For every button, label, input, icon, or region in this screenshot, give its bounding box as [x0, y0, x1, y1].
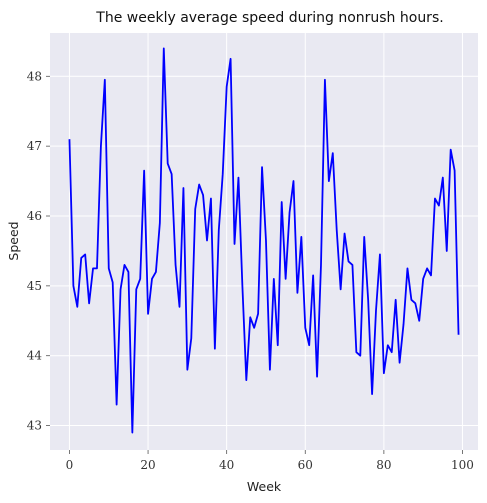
x-tick-label: 20 [140, 458, 155, 472]
y-tick-label: 46 [27, 209, 42, 223]
y-tick-label: 43 [27, 419, 42, 433]
y-tick-label: 47 [27, 139, 42, 153]
series-layer [68, 47, 460, 434]
series-line [68, 47, 460, 434]
x-tick-label: 60 [298, 458, 313, 472]
x-tick-label: 40 [219, 458, 234, 472]
y-tick-label: 45 [27, 279, 42, 293]
y-tick-label: 44 [27, 349, 43, 363]
plot-area [50, 33, 478, 450]
ticks: 0 20 40 60 80 100 43 44 45 46 47 48 [27, 69, 474, 472]
y-tick-label: 48 [27, 69, 42, 83]
x-tick-label: 80 [376, 458, 391, 472]
x-axis-label: Week [247, 479, 282, 494]
x-tick-label: 0 [66, 458, 74, 472]
chart-title: The weekly average speed during nonrush … [95, 10, 443, 26]
x-tick-label: 100 [451, 458, 474, 472]
y-axis-label: Speed [6, 221, 21, 260]
